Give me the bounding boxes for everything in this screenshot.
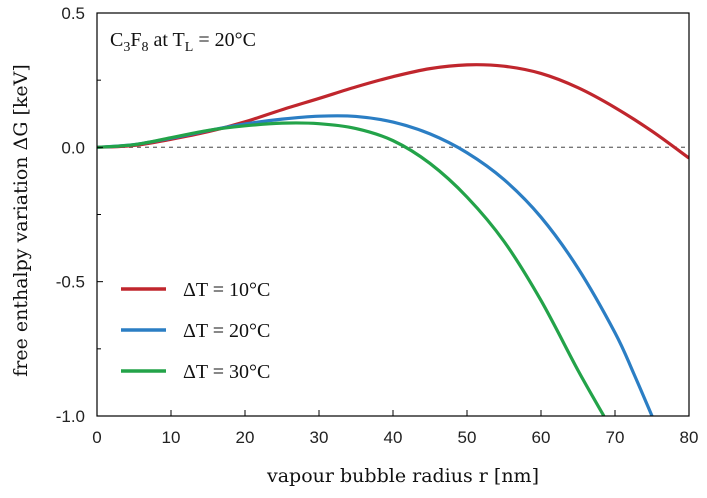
x-tick-label: 30 — [310, 428, 329, 447]
x-tick-label: 0 — [92, 428, 101, 447]
x-tick-label: 20 — [236, 428, 255, 447]
series-line-3 — [97, 121, 606, 416]
y-tick-label: 0.5 — [61, 4, 85, 23]
y-tick-label: 0.0 — [61, 138, 85, 157]
y-axis-label: free enthalpy variation ΔG [keV] — [10, 64, 32, 377]
x-axis-label: vapour bubble radius r [nm] — [266, 465, 539, 487]
legend-label-1: ΔT = 10°C — [183, 279, 270, 301]
x-tick-label: 80 — [680, 428, 699, 447]
x-tick-label: 60 — [532, 428, 551, 447]
series-line-1 — [97, 63, 689, 160]
legend-label-2: ΔT = 20°C — [183, 320, 270, 342]
series-line-2 — [97, 114, 654, 416]
y-tick-label: -1.0 — [56, 407, 85, 426]
plot-frame — [96, 12, 690, 417]
x-tick-label: 70 — [606, 428, 625, 447]
x-tick-label: 50 — [458, 428, 477, 447]
legend-label-3: ΔT = 30°C — [183, 361, 270, 383]
y-tick-label: -0.5 — [56, 273, 85, 292]
x-tick-label: 10 — [162, 428, 181, 447]
chart-annotation: C3F8 at TL = 20°C — [110, 29, 256, 55]
x-tick-label: 40 — [384, 428, 403, 447]
